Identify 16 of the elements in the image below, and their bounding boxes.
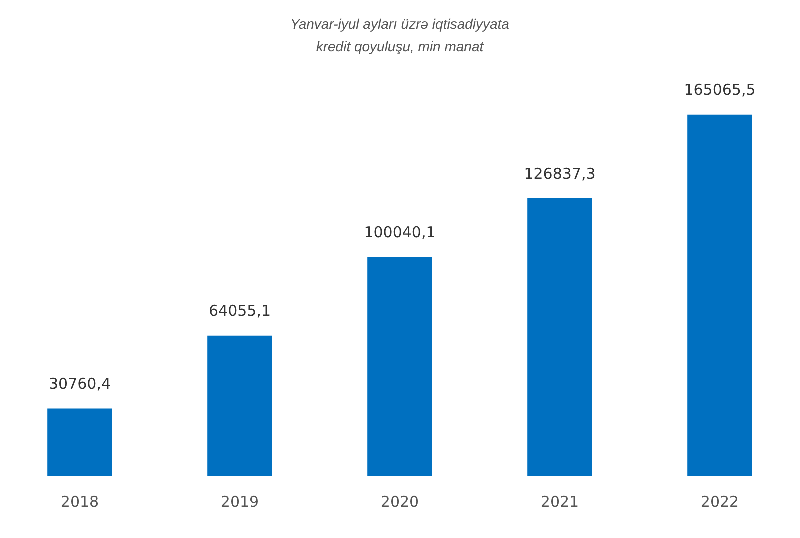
- x-tick-label: 2019: [220, 492, 260, 511]
- bar: [368, 257, 432, 476]
- bar: [688, 114, 752, 476]
- x-tick-label: 2020: [380, 492, 420, 511]
- data-label: 100040,1: [364, 223, 436, 242]
- data-label: 64055,1: [208, 302, 272, 320]
- chart-title: Yanvar-iyul ayları üzrə iqtisadiyyata kredit qoyuluşu, min manat: [290, 16, 510, 54]
- data-label: 126837,3: [524, 164, 596, 183]
- bar: [528, 198, 592, 476]
- bar: [48, 408, 112, 476]
- data-label: 30760,4: [48, 375, 112, 394]
- x-tick-label: 2018: [60, 492, 100, 511]
- x-tick-label: 2021: [540, 492, 580, 511]
- data-label: 165065,5: [684, 81, 756, 100]
- bar: [208, 336, 272, 476]
- x-tick-label: 2022: [700, 492, 740, 511]
